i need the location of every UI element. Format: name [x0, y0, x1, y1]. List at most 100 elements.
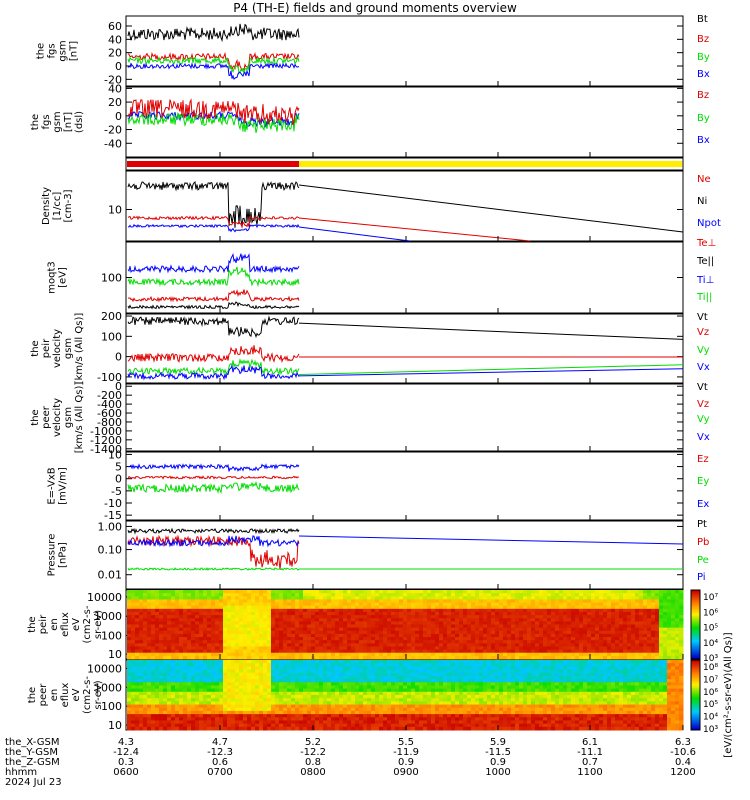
spec-cell	[423, 590, 428, 594]
spec-cell	[327, 714, 332, 718]
spec-cell	[415, 646, 420, 651]
spec-cell	[219, 630, 224, 635]
spec-cell	[171, 682, 176, 686]
spec-cell	[199, 640, 204, 644]
spec-cell	[323, 685, 328, 690]
spec-cell	[291, 618, 296, 622]
spec-cell	[263, 621, 268, 625]
spec-cell	[303, 714, 308, 718]
spec-cell	[247, 663, 252, 667]
spec-cell	[379, 714, 384, 718]
spec-cell	[531, 618, 536, 622]
spec-cell	[159, 615, 164, 619]
spec-cell	[187, 695, 192, 699]
spec-cell	[343, 701, 348, 706]
spec-cell	[491, 590, 496, 594]
spec-cell	[343, 643, 348, 647]
spec-cell	[255, 660, 260, 664]
spec-cell	[451, 608, 456, 613]
spec-cell	[235, 621, 240, 625]
spec-cell	[427, 695, 432, 699]
spec-cell	[431, 655, 436, 660]
spec-cell	[239, 669, 244, 674]
spec-cell	[187, 640, 192, 644]
spec-cell	[351, 643, 356, 647]
spec-cell	[147, 630, 152, 635]
spec-cell	[367, 701, 372, 706]
spec-cell	[267, 627, 272, 632]
spec-cell	[419, 590, 424, 594]
spec-cell	[243, 615, 248, 619]
spec-cell	[659, 618, 664, 622]
spec-cell	[303, 637, 308, 641]
spec-cell	[315, 621, 320, 625]
spec-cell	[183, 714, 188, 718]
spec-cell	[283, 593, 288, 597]
spec-cell	[575, 630, 580, 635]
spec-cell	[267, 710, 272, 715]
spec-cell	[315, 685, 320, 690]
spec-cell	[295, 714, 300, 718]
spec-cell	[191, 717, 196, 721]
spec-cell	[163, 599, 168, 604]
spec-cell	[267, 593, 272, 597]
spec-cell	[563, 596, 568, 600]
spec-cell	[623, 618, 628, 622]
spec-cell	[203, 695, 208, 699]
spec-cell	[399, 660, 404, 664]
spec-cell	[647, 590, 652, 594]
spec-cell	[599, 624, 604, 629]
spec-cell	[375, 608, 380, 613]
spec-cell	[559, 602, 564, 607]
spec-cell	[135, 707, 140, 712]
spec-cell	[543, 646, 548, 651]
spec-cell	[311, 624, 316, 629]
spec-cell	[503, 646, 508, 651]
spec-cell	[531, 627, 536, 632]
spec-cell	[243, 666, 248, 671]
spec-cell	[491, 624, 496, 629]
spec-cell	[127, 618, 132, 622]
spec-cell	[143, 688, 148, 693]
spec-cell	[455, 637, 460, 641]
spec-cell	[191, 726, 196, 731]
spec-cell	[383, 611, 388, 616]
spec-cell	[315, 627, 320, 632]
spec-cell	[671, 599, 676, 604]
spec-cell	[175, 704, 180, 709]
spec-cell	[235, 593, 240, 597]
spec-cell	[311, 649, 316, 654]
spec-cell	[611, 596, 616, 600]
spec-cell	[419, 633, 424, 638]
spec-cell	[411, 660, 416, 664]
spec-cell	[231, 655, 236, 660]
spec-cell	[647, 633, 652, 638]
spec-cell	[339, 701, 344, 706]
spec-cell	[371, 624, 376, 629]
spec-cell	[387, 695, 392, 699]
spec-cell	[343, 640, 348, 644]
spec-cell	[355, 611, 360, 616]
spec-cell	[619, 590, 624, 594]
spec-cell	[363, 685, 368, 690]
spec-cell	[495, 627, 500, 632]
spec-cell	[195, 675, 200, 680]
spec-cell	[219, 698, 224, 702]
spec-cell	[167, 655, 172, 660]
spec-cell	[163, 704, 168, 709]
spec-cell	[307, 675, 312, 680]
spec-cell	[203, 637, 208, 641]
spec-cell	[387, 675, 392, 680]
y-tick-label: 0	[115, 380, 122, 393]
spec-cell	[251, 675, 256, 680]
spec-cell	[339, 717, 344, 721]
spec-cell	[283, 633, 288, 638]
spec-cell	[371, 637, 376, 641]
spec-cell	[323, 608, 328, 613]
spec-cell	[247, 698, 252, 702]
spec-cell	[567, 611, 572, 616]
spec-cell	[235, 672, 240, 677]
spec-cell	[475, 655, 480, 660]
spec-cell	[423, 655, 428, 660]
spec-cell	[391, 660, 396, 664]
